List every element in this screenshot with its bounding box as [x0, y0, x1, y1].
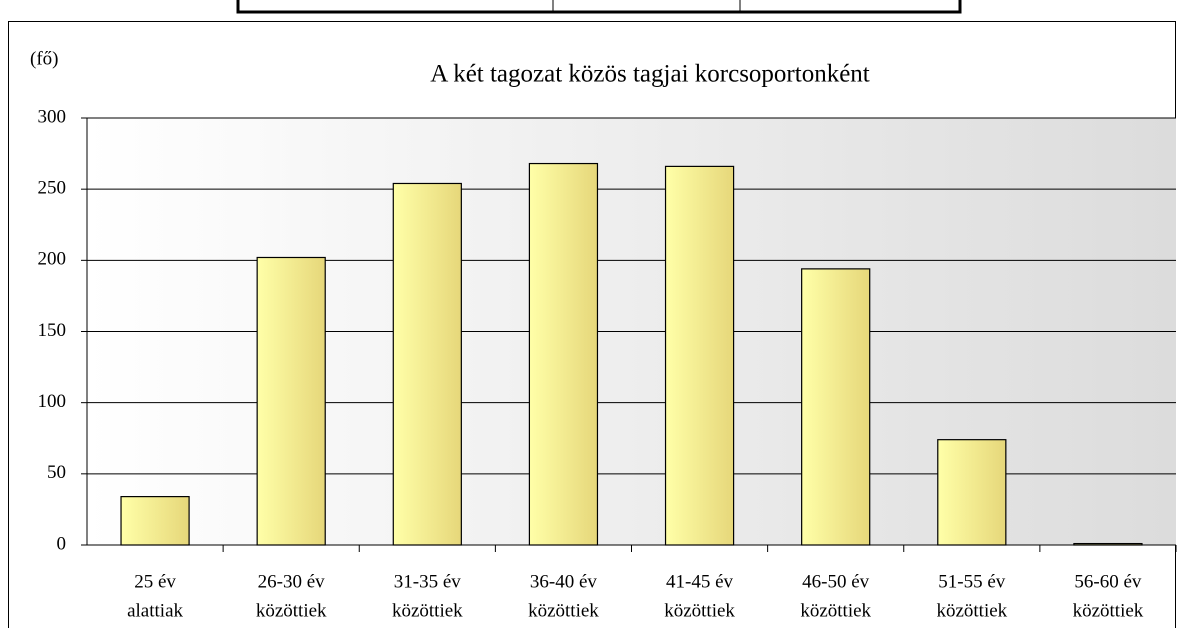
y-axis-label: (fő): [30, 48, 58, 69]
x-tick-label: alattiak: [127, 600, 183, 621]
bar: [801, 268, 871, 546]
y-tick-label: 100: [38, 391, 67, 412]
x-tick-label: közöttiek: [1073, 600, 1144, 621]
x-tick-label: közöttiek: [528, 600, 599, 621]
x-tick-label: közöttiek: [800, 600, 871, 621]
bar: [392, 182, 462, 546]
x-tick-label: közöttiek: [936, 600, 1007, 621]
x-tick-label: 41-45 év: [666, 571, 734, 592]
x-tick-label: közöttiek: [392, 600, 463, 621]
x-tick-label: 46-50 év: [802, 571, 870, 592]
chart-title: A két tagozat közös tagjai korcsoportonk…: [430, 61, 870, 88]
bar: [528, 162, 599, 546]
bar: [664, 165, 735, 546]
bar: [937, 439, 1007, 546]
x-tick-label: közöttiek: [664, 600, 735, 621]
x-tick-label: 26-30 év: [258, 571, 326, 592]
x-tick-label: 56-60 év: [1074, 571, 1142, 592]
y-tick-label: 300: [38, 106, 67, 127]
x-tick-label: 51-55 év: [938, 571, 1006, 592]
y-tick-label: 250: [38, 178, 67, 199]
x-tick-label: 31-35 év: [394, 571, 462, 592]
y-tick-label: 50: [47, 462, 66, 483]
y-tick-label: 200: [38, 249, 67, 270]
bar: [120, 496, 190, 546]
x-tick-label: 25 év: [134, 571, 176, 592]
y-tick-label: 0: [57, 533, 67, 554]
x-tick-label: 36-40 év: [530, 571, 598, 592]
y-tick-label: 150: [38, 320, 67, 341]
top-table-fragment: [236, 0, 962, 14]
bar: [256, 256, 326, 546]
x-tick-label: közöttiek: [256, 600, 327, 621]
